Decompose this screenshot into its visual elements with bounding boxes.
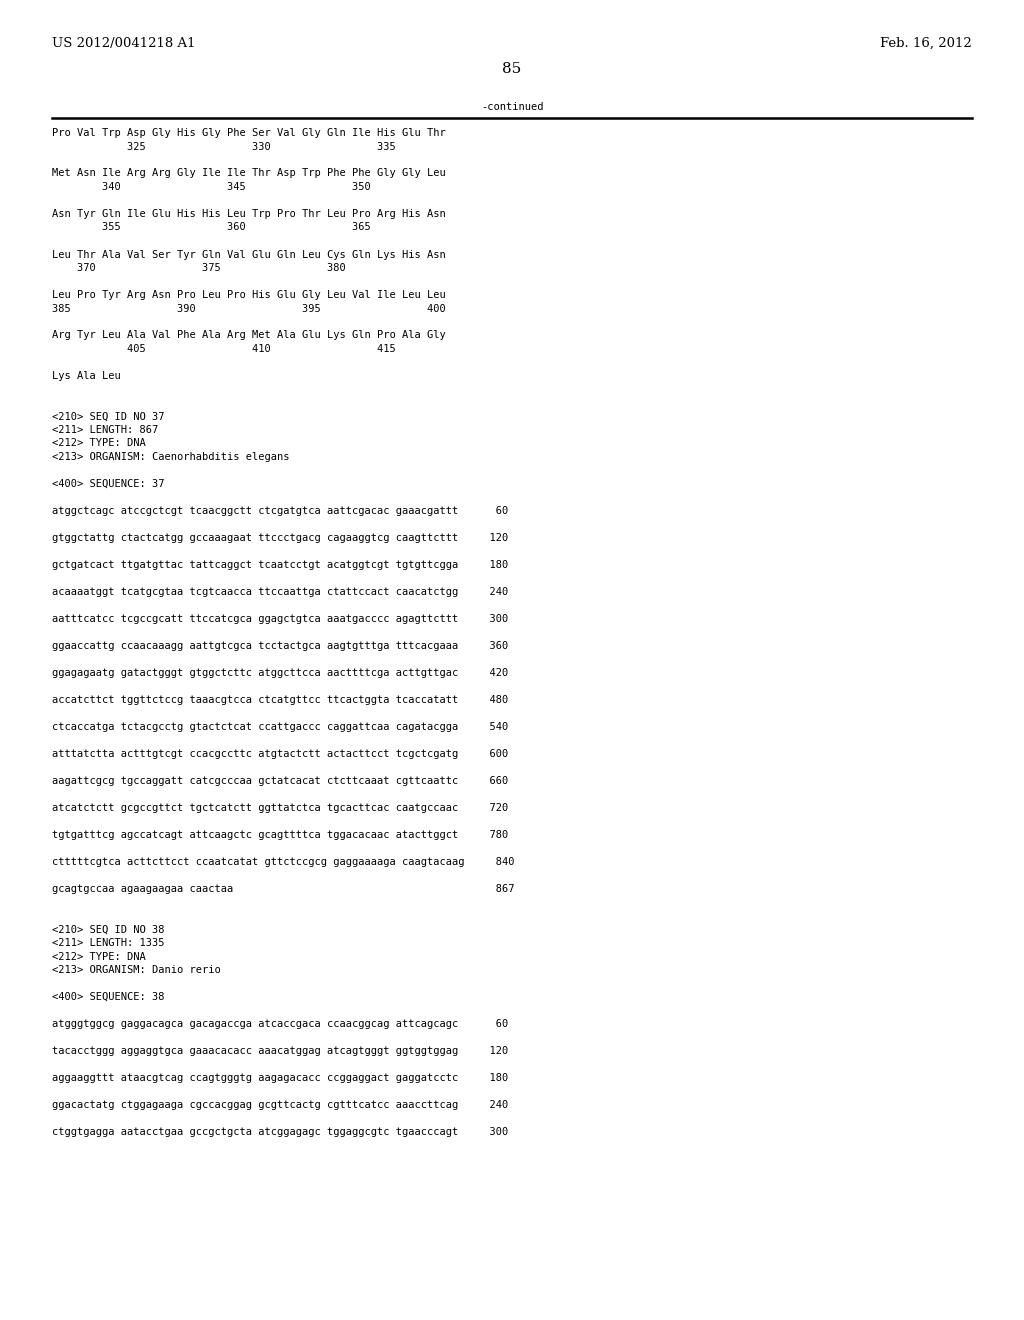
Text: <400> SEQUENCE: 38: <400> SEQUENCE: 38 (52, 993, 165, 1002)
Text: aggaaggttt ataacgtcag ccagtgggtg aagagacacc ccggaggact gaggatcctc     180: aggaaggttt ataacgtcag ccagtgggtg aagagac… (52, 1073, 508, 1082)
Text: -continued: -continued (480, 102, 544, 112)
Text: Feb. 16, 2012: Feb. 16, 2012 (881, 37, 972, 50)
Text: ctggtgagga aatacctgaa gccgctgcta atcggagagc tggaggcgtc tgaacccagt     300: ctggtgagga aatacctgaa gccgctgcta atcggag… (52, 1127, 508, 1137)
Text: <213> ORGANISM: Caenorhabditis elegans: <213> ORGANISM: Caenorhabditis elegans (52, 451, 290, 462)
Text: 385                 390                 395                 400: 385 390 395 400 (52, 304, 445, 314)
Text: gctgatcact ttgatgttac tattcaggct tcaatcctgt acatggtcgt tgtgttcgga     180: gctgatcact ttgatgttac tattcaggct tcaatcc… (52, 560, 508, 570)
Text: ggaaccattg ccaacaaagg aattgtcgca tcctactgca aagtgtttga tttcacgaaa     360: ggaaccattg ccaacaaagg aattgtcgca tcctact… (52, 642, 508, 651)
Text: aatttcatcc tcgccgcatt ttccatcgca ggagctgtca aaatgacccc agagttcttt     300: aatttcatcc tcgccgcatt ttccatcgca ggagctg… (52, 614, 508, 624)
Text: ctttttcgtca acttcttcct ccaatcatat gttctccgcg gaggaaaaga caagtacaag     840: ctttttcgtca acttcttcct ccaatcatat gttctc… (52, 857, 514, 867)
Text: tgtgatttcg agccatcagt attcaagctc gcagttttca tggacacaac atacttggct     780: tgtgatttcg agccatcagt attcaagctc gcagttt… (52, 830, 508, 840)
Text: aagattcgcg tgccaggatt catcgcccaa gctatcacat ctcttcaaat cgttcaattc     660: aagattcgcg tgccaggatt catcgcccaa gctatca… (52, 776, 508, 785)
Text: Asn Tyr Gln Ile Glu His His Leu Trp Pro Thr Leu Pro Arg His Asn: Asn Tyr Gln Ile Glu His His Leu Trp Pro … (52, 209, 445, 219)
Text: atgggtggcg gaggacagca gacagaccga atcaccgaca ccaacggcag attcagcagc      60: atgggtggcg gaggacagca gacagaccga atcaccg… (52, 1019, 508, 1030)
Text: gcagtgccaa agaagaagaa caactaa                                          867: gcagtgccaa agaagaagaa caactaa 867 (52, 884, 514, 894)
Text: gtggctattg ctactcatgg gccaaagaat ttccctgacg cagaaggtcg caagttcttt     120: gtggctattg ctactcatgg gccaaagaat ttccctg… (52, 533, 508, 543)
Text: 405                 410                 415: 405 410 415 (52, 345, 395, 354)
Text: atttatctta actttgtcgt ccacgccttc atgtactctt actacttcct tcgctcgatg     600: atttatctta actttgtcgt ccacgccttc atgtact… (52, 748, 508, 759)
Text: Leu Pro Tyr Arg Asn Pro Leu Pro His Glu Gly Leu Val Ile Leu Leu: Leu Pro Tyr Arg Asn Pro Leu Pro His Glu … (52, 290, 445, 300)
Text: <211> LENGTH: 1335: <211> LENGTH: 1335 (52, 939, 165, 948)
Text: 325                 330                 335: 325 330 335 (52, 141, 395, 152)
Text: <212> TYPE: DNA: <212> TYPE: DNA (52, 952, 145, 961)
Text: accatcttct tggttctccg taaacgtcca ctcatgttcc ttcactggta tcaccatatt     480: accatcttct tggttctccg taaacgtcca ctcatgt… (52, 696, 508, 705)
Text: US 2012/0041218 A1: US 2012/0041218 A1 (52, 37, 196, 50)
Text: <213> ORGANISM: Danio rerio: <213> ORGANISM: Danio rerio (52, 965, 221, 975)
Text: ggagagaatg gatactgggt gtggctcttc atggcttcca aacttttcga acttgttgac     420: ggagagaatg gatactgggt gtggctcttc atggctt… (52, 668, 508, 678)
Text: 340                 345                 350: 340 345 350 (52, 182, 371, 191)
Text: ctcaccatga tctacgcctg gtactctcat ccattgaccc caggattcaa cagatacgga     540: ctcaccatga tctacgcctg gtactctcat ccattga… (52, 722, 508, 733)
Text: <212> TYPE: DNA: <212> TYPE: DNA (52, 438, 145, 449)
Text: Pro Val Trp Asp Gly His Gly Phe Ser Val Gly Gln Ile His Glu Thr: Pro Val Trp Asp Gly His Gly Phe Ser Val … (52, 128, 445, 139)
Text: <210> SEQ ID NO 37: <210> SEQ ID NO 37 (52, 412, 165, 421)
Text: <400> SEQUENCE: 37: <400> SEQUENCE: 37 (52, 479, 165, 488)
Text: atggctcagc atccgctcgt tcaacggctt ctcgatgtca aattcgacac gaaacgattt      60: atggctcagc atccgctcgt tcaacggctt ctcgatg… (52, 506, 508, 516)
Text: 370                 375                 380: 370 375 380 (52, 263, 346, 273)
Text: 85: 85 (503, 62, 521, 77)
Text: Lys Ala Leu: Lys Ala Leu (52, 371, 121, 381)
Text: tacacctggg aggaggtgca gaaacacacc aaacatggag atcagtgggt ggtggtggag     120: tacacctggg aggaggtgca gaaacacacc aaacatg… (52, 1045, 508, 1056)
Text: Met Asn Ile Arg Arg Gly Ile Ile Thr Asp Trp Phe Phe Gly Gly Leu: Met Asn Ile Arg Arg Gly Ile Ile Thr Asp … (52, 169, 445, 178)
Text: acaaaatggt tcatgcgtaa tcgtcaacca ttccaattga ctattccact caacatctgg     240: acaaaatggt tcatgcgtaa tcgtcaacca ttccaat… (52, 587, 508, 597)
Text: 355                 360                 365: 355 360 365 (52, 223, 371, 232)
Text: Leu Thr Ala Val Ser Tyr Gln Val Glu Gln Leu Cys Gln Lys His Asn: Leu Thr Ala Val Ser Tyr Gln Val Glu Gln … (52, 249, 445, 260)
Text: atcatctctt gcgccgttct tgctcatctt ggttatctca tgcacttcac caatgccaac     720: atcatctctt gcgccgttct tgctcatctt ggttatc… (52, 803, 508, 813)
Text: Arg Tyr Leu Ala Val Phe Ala Arg Met Ala Glu Lys Gln Pro Ala Gly: Arg Tyr Leu Ala Val Phe Ala Arg Met Ala … (52, 330, 445, 341)
Text: <210> SEQ ID NO 38: <210> SEQ ID NO 38 (52, 924, 165, 935)
Text: ggacactatg ctggagaaga cgccacggag gcgttcactg cgtttcatcc aaaccttcag     240: ggacactatg ctggagaaga cgccacggag gcgttca… (52, 1100, 508, 1110)
Text: <211> LENGTH: 867: <211> LENGTH: 867 (52, 425, 159, 436)
